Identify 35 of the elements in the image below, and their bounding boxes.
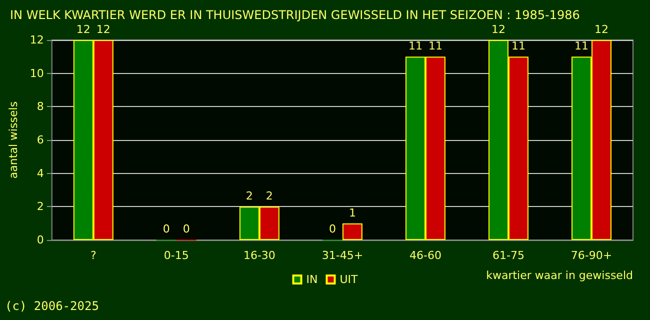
legend-label: UIT (340, 273, 358, 286)
y-tick-label: 12 (30, 34, 44, 46)
data-label: 12 (76, 23, 90, 36)
y-tick-label: 8 (36, 100, 44, 114)
x-tick-label: ? (90, 249, 96, 262)
x-axis-title: kwartier waar in gewisseld (486, 269, 633, 282)
chart-title: IN WELK KWARTIER WERD ER IN THUISWEDSTRIJDEN GEWISSELD IN HET SEIZOEN : 1985-1986 (10, 8, 580, 22)
data-label: 11 (428, 40, 442, 53)
data-label: 12 (96, 23, 110, 36)
y-tick-label: 10 (30, 66, 44, 80)
data-label: 11 (408, 40, 422, 53)
data-label: 0 (162, 222, 170, 236)
text: (c) 2006-2025 (5, 299, 99, 313)
y-tick-label: 2 (36, 200, 44, 214)
x-tick-label: 31-45+ (322, 249, 364, 262)
data-label: 1 (348, 206, 356, 220)
x-tick-label: 16-30 (243, 249, 276, 262)
data-label: 2 (266, 190, 273, 203)
y-tick-label: 0 (36, 234, 44, 246)
data-label: 11 (511, 40, 526, 53)
data-label: 12 (594, 23, 608, 36)
x-tick-label: 0-15 (164, 249, 189, 262)
data-label: 0 (328, 222, 336, 236)
x-tick-label: 61-75 (492, 249, 524, 262)
data-label: 12 (491, 23, 506, 36)
y-tick-label: 6 (36, 134, 44, 146)
x-tick-label: 46-60 (409, 249, 442, 262)
data-label: 11 (574, 40, 588, 53)
data-label: 2 (246, 190, 253, 203)
data-label: 0 (182, 222, 190, 236)
bar (342, 223, 362, 240)
legend-label: IN (306, 273, 318, 286)
y-axis-title: aantal wissels (7, 101, 20, 179)
x-tick-label: 76-90+ (570, 249, 612, 262)
y-tick-label: 4 (36, 166, 44, 180)
